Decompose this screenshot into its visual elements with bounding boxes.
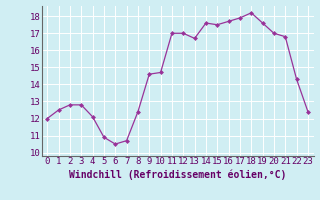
- X-axis label: Windchill (Refroidissement éolien,°C): Windchill (Refroidissement éolien,°C): [69, 169, 286, 180]
